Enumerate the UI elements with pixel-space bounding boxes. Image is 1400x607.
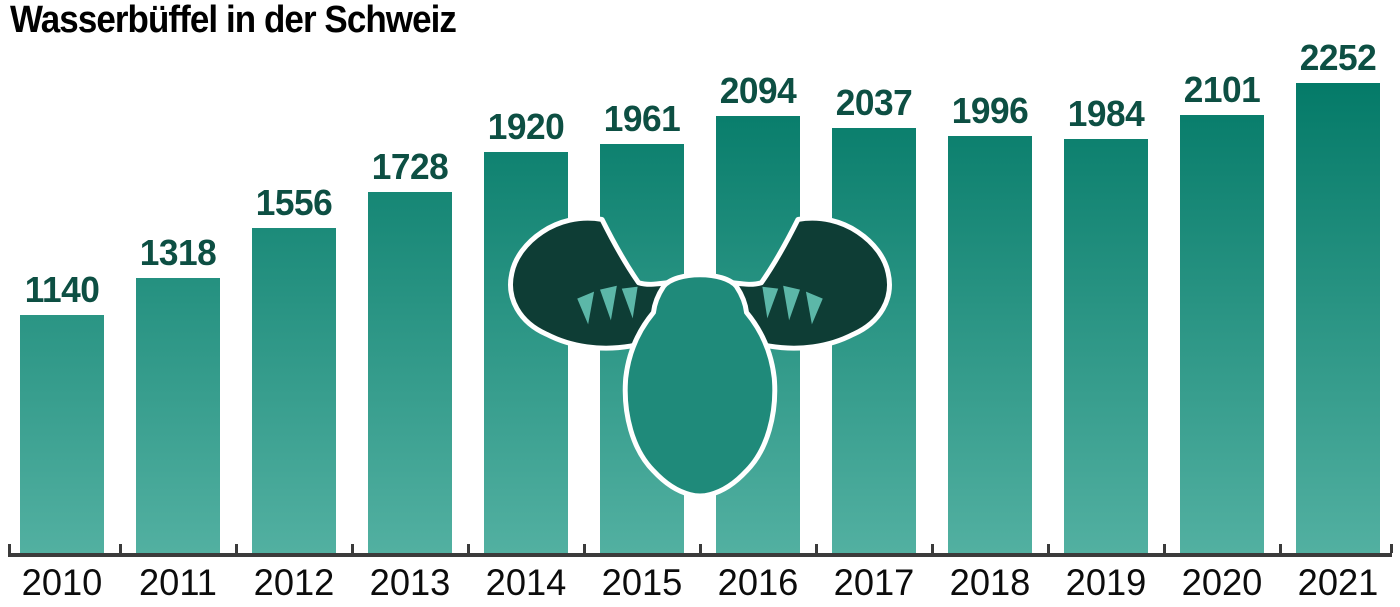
- bar-value-label: 1961: [603, 98, 681, 139]
- x-axis-label-2018: 2018: [949, 562, 1031, 603]
- bar-group-2014: 1920: [484, 109, 568, 553]
- x-axis-label-2016: 2016: [717, 562, 799, 603]
- x-axis-tick: [1390, 544, 1393, 553]
- bar-value-label: 1984: [1067, 93, 1145, 134]
- water-buffalo-head-icon: [508, 206, 898, 499]
- x-axis-tick: [1047, 544, 1050, 553]
- bar-value-label: 2252: [1299, 37, 1377, 78]
- x-axis-label-2017: 2017: [833, 562, 915, 603]
- bar-group-2013: 1728: [368, 149, 452, 553]
- x-axis-tick: [583, 544, 586, 553]
- x-axis-tick: [119, 544, 122, 553]
- bar-group-2012: 1556: [252, 185, 336, 553]
- bar: [948, 136, 1032, 553]
- x-axis-tick: [931, 544, 934, 553]
- horn-ridge-icon: [600, 285, 617, 321]
- bar-value-label: 2094: [719, 70, 797, 111]
- bar-group-2011: 1318: [136, 235, 220, 553]
- bar-value-label: 2101: [1183, 69, 1261, 110]
- x-axis-label-2010: 2010: [21, 562, 103, 603]
- x-axis-label-2020: 2020: [1181, 562, 1263, 603]
- bar: [20, 315, 104, 553]
- bar-value-label: 1996: [951, 90, 1029, 131]
- bar: [1064, 139, 1148, 553]
- x-axis-label-2012: 2012: [253, 562, 335, 603]
- bar-value-label: 1728: [371, 146, 449, 187]
- horn-ridge-icon: [621, 286, 638, 319]
- x-axis-tick: [235, 544, 238, 553]
- x-axis-tick: [351, 544, 354, 553]
- x-axis-line: [8, 553, 1392, 557]
- x-axis-tick: [1163, 544, 1166, 553]
- bar-group-2017: 2037: [832, 85, 916, 553]
- x-axis-labels: 2010 2011 2012 2013 2014 2015 2016 2017 2018 2019…: [20, 561, 1380, 605]
- buffalo-left-horn: [508, 215, 671, 351]
- bar: [832, 128, 916, 553]
- bar-value-label: 1920: [487, 106, 565, 147]
- bar: [136, 278, 220, 553]
- bar: [484, 152, 568, 553]
- x-axis-label-2011: 2011: [138, 562, 217, 603]
- x-axis-tick: [815, 544, 818, 553]
- bar: [1296, 83, 1380, 553]
- bar-group-2021: 2252: [1296, 40, 1380, 553]
- x-axis-tick: [467, 544, 470, 553]
- x-axis-tick: [1279, 544, 1282, 553]
- bar-value-label: 1556: [255, 182, 333, 223]
- bar: [368, 192, 452, 553]
- x-axis-label-2021: 2021: [1297, 562, 1379, 603]
- bar-group-2020: 2101: [1180, 72, 1264, 553]
- bar: [1180, 115, 1264, 553]
- bar-group-2018: 1996: [948, 93, 1032, 553]
- x-axis-label-2013: 2013: [369, 562, 451, 603]
- bar: [252, 228, 336, 553]
- bar-value-label: 1318: [139, 232, 217, 273]
- bar-value-label: 1140: [24, 269, 100, 310]
- horn-ridge-icon: [577, 291, 595, 325]
- chart-title: Wasserbüffel in der Schweiz: [10, 0, 457, 41]
- x-axis-label-2015: 2015: [601, 562, 683, 603]
- bar-value-label: 2037: [835, 82, 913, 123]
- bar-group-2019: 1984: [1064, 96, 1148, 553]
- x-axis-label-2019: 2019: [1065, 562, 1147, 603]
- x-axis-label-2014: 2014: [485, 562, 567, 603]
- x-axis-tick: [8, 544, 11, 553]
- buffalo-face: [622, 272, 778, 499]
- plot-area: 1140 1318 1556 1728 1920 1961 2094 2037 1996 1984…: [20, 40, 1380, 553]
- x-axis-tick: [699, 544, 702, 553]
- bar-group-2010: 1140: [20, 272, 104, 553]
